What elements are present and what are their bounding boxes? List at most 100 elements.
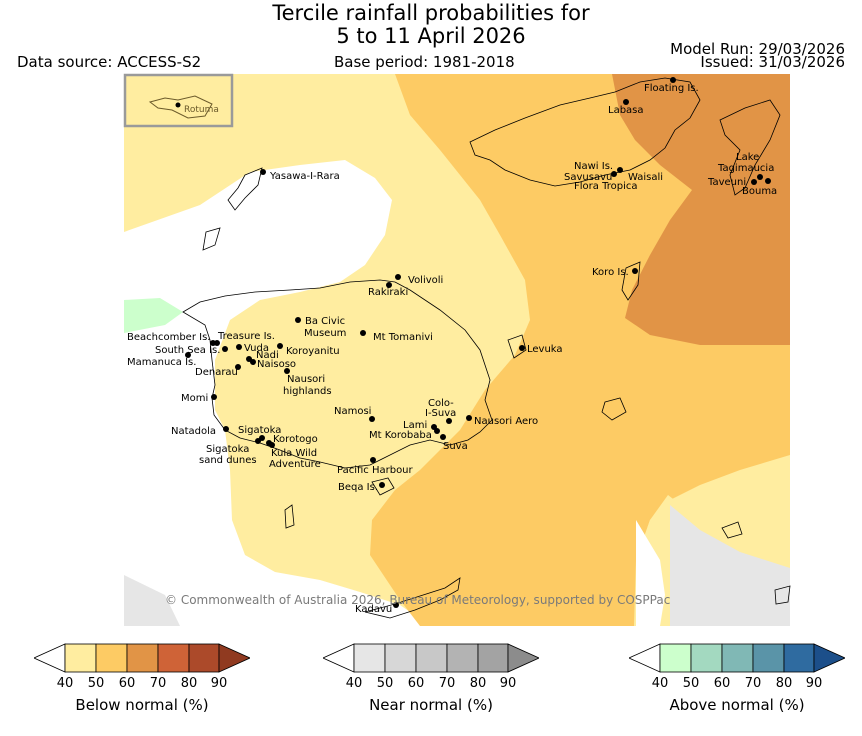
- colorbar-below-label: Below normal (%): [75, 696, 209, 714]
- site-marker-pacific-harbour: [370, 457, 376, 463]
- site-marker-savusavu: [611, 171, 617, 177]
- data-source-label: Data source: ACCESS-S2: [17, 53, 202, 71]
- tick-label: 50: [682, 676, 700, 691]
- site-marker-rakiraki: [386, 282, 392, 288]
- tick-label: 80: [775, 676, 793, 691]
- site-marker-kula: [269, 442, 275, 448]
- place-label: South Sea Is.: [155, 345, 220, 356]
- colorbar-above-swatches: [628, 643, 846, 673]
- tick-label: 70: [438, 676, 456, 691]
- site-marker-vuda: [236, 344, 242, 350]
- place-label: Nawi Is.: [574, 161, 613, 172]
- lau-island-coast: [721, 521, 743, 539]
- place-label: Taveuni: [707, 177, 746, 188]
- site-marker-sigatoka-dunes: [255, 438, 261, 444]
- swatch-above-60: [721, 643, 754, 673]
- site-marker-denarau: [235, 364, 241, 370]
- place-label: Natadola: [171, 426, 216, 437]
- place-label: Kula Wild: [271, 448, 317, 459]
- place-label: Lami: [403, 420, 427, 431]
- tick-label: 50: [87, 676, 105, 691]
- zone-near-40-corner: [720, 583, 790, 626]
- beqa-coast: [371, 477, 395, 496]
- site-marker-momi: [211, 394, 217, 400]
- kadavu-coast: [364, 577, 461, 619]
- ovalau-coast: [507, 334, 527, 359]
- place-label: Korotogo: [273, 434, 318, 445]
- site-marker-taveuni: [751, 179, 757, 185]
- place-label: Yasawa-I-Rara: [269, 171, 340, 182]
- swatch-near-50: [384, 643, 417, 673]
- rotuma-inset: Rotuma: [123, 73, 234, 128]
- tick-label: 60: [713, 676, 731, 691]
- swatch-below-50: [95, 643, 128, 673]
- site-marker-bouma: [765, 178, 771, 184]
- place-label: Tagimaucia: [717, 163, 774, 174]
- colorbar-arrow-left: [322, 643, 355, 673]
- site-marker-koroyanitu: [277, 343, 283, 349]
- place-label: Nausori Aero: [474, 416, 538, 427]
- site-marker-tagimaucia: [757, 174, 763, 180]
- site-marker-suva: [440, 434, 446, 440]
- coastlines: [182, 77, 791, 619]
- colorbar-arrow-left: [33, 643, 66, 673]
- koro-coast: [621, 261, 641, 301]
- place-label: Bouma: [742, 186, 777, 197]
- place-label: Nausori: [287, 374, 325, 385]
- site-marker-ba: [295, 317, 301, 323]
- colorbar-arrow-right: [813, 643, 846, 673]
- place-label: Treasure Is.: [217, 331, 275, 342]
- place-label: Koroyanitu: [286, 346, 340, 357]
- site-marker-levuka: [519, 345, 525, 351]
- place-label: Savusavu: [564, 172, 612, 183]
- colorbar-arrow-right: [218, 643, 251, 673]
- swatch-near-70: [446, 643, 479, 673]
- tick-label: 70: [744, 676, 762, 691]
- place-label: Naisoso: [257, 359, 296, 370]
- colorbar-above-normal: 40 50 60 70 80 90 Above normal (%): [628, 640, 846, 714]
- colorbar-near-label: Near normal (%): [369, 696, 493, 714]
- tick-label: 60: [407, 676, 425, 691]
- ono-island-coast: [774, 585, 791, 605]
- place-label: I-Suva: [425, 408, 456, 419]
- zone-below-60: [612, 74, 790, 345]
- zone-near-40-southwest: [124, 575, 180, 626]
- swatch-near-60: [415, 643, 448, 673]
- vatulele-coast: [284, 504, 295, 529]
- place-label: Mamanuca Is.: [127, 357, 196, 368]
- place-label: Koro Is.: [592, 267, 629, 278]
- swatch-below-80: [188, 643, 220, 673]
- colorbar-below-swatches: [33, 643, 251, 673]
- site-marker-nawi: [617, 167, 623, 173]
- colorbar-arrow-left: [628, 643, 661, 673]
- copyright-notice: © Commonwealth of Australia 2026, Bureau…: [165, 593, 670, 607]
- place-label: Sigatoka: [206, 444, 249, 455]
- tick-label: 40: [345, 676, 363, 691]
- place-label: Flora Tropica: [574, 181, 637, 192]
- zone-no-signal-west: [124, 160, 430, 626]
- place-label: Waisali: [628, 172, 663, 183]
- naviti-coast: [202, 227, 221, 251]
- site-marker-natadola: [223, 426, 229, 432]
- tick-label: 40: [56, 676, 74, 691]
- tick-label: 60: [118, 676, 136, 691]
- site-marker-naisoso: [250, 359, 256, 365]
- swatch-above-50: [690, 643, 723, 673]
- site-marker-koro: [632, 268, 638, 274]
- swatch-above-80: [783, 643, 815, 673]
- map-title: Tercile rainfall probabilities for 5 to …: [0, 2, 862, 48]
- tick-label: 80: [180, 676, 198, 691]
- site-marker-tomanivi: [360, 330, 366, 336]
- place-label: Volivoli: [408, 275, 443, 286]
- swatch-near-80: [477, 643, 509, 673]
- taveuni-coast: [719, 99, 781, 196]
- site-marker-kadavu: [393, 602, 399, 608]
- site-marker-nausori-aero: [466, 415, 472, 421]
- place-label: Levuka: [527, 344, 563, 355]
- viti-levu-coast: [182, 279, 493, 469]
- place-label: Mt Korobaba: [369, 430, 432, 441]
- site-marker-beqa: [379, 482, 385, 488]
- tick-label: 50: [376, 676, 394, 691]
- swatch-near-40: [353, 643, 386, 673]
- title-line-1: Tercile rainfall probabilities for: [272, 1, 590, 25]
